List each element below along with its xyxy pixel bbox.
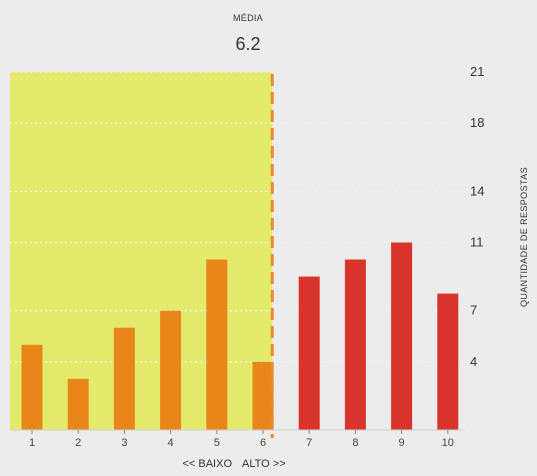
y-tick-label: 18 (470, 115, 484, 130)
bar (160, 310, 182, 430)
x-axis-label-low: << BAIXO (182, 458, 232, 470)
bar (344, 259, 366, 430)
y-axis-title: QUANTIDADE DE RESPOSTAS (519, 167, 529, 307)
x-tick-label: 1 (29, 437, 35, 449)
low-region-highlight (10, 72, 273, 430)
x-tick-label: 9 (399, 437, 405, 449)
bar (437, 293, 459, 430)
x-tick-label: 6 (260, 437, 266, 449)
y-tick-label: 7 (470, 303, 477, 318)
bar (113, 327, 135, 430)
mean-value: 6.2 (235, 34, 260, 54)
bar (206, 259, 228, 430)
y-tick-label: 11 (470, 234, 484, 249)
x-axis-label-high: ALTO >> (242, 458, 286, 470)
bar (252, 361, 274, 430)
x-tick-label: 10 (442, 437, 454, 449)
bar (67, 378, 89, 430)
x-tick-label: 7 (306, 437, 312, 449)
bar (391, 242, 413, 430)
axes: 1 2 3 4 5 6 7 8 9 10 4 7 11 14 18 21 (10, 64, 484, 449)
bar (21, 344, 43, 430)
x-tick-label: 5 (214, 437, 220, 449)
bar (298, 276, 320, 430)
y-tick-label: 14 (470, 183, 484, 198)
y-tick-label: 4 (470, 354, 477, 369)
x-tick-label: 2 (75, 437, 81, 449)
x-tick-label: 3 (121, 437, 127, 449)
y-tick-label: 21 (470, 64, 484, 79)
plot-area (10, 71, 465, 438)
x-tick-label: 8 (352, 437, 358, 449)
mean-label: MÉDIA (233, 13, 263, 23)
x-tick-label: 4 (168, 437, 174, 449)
